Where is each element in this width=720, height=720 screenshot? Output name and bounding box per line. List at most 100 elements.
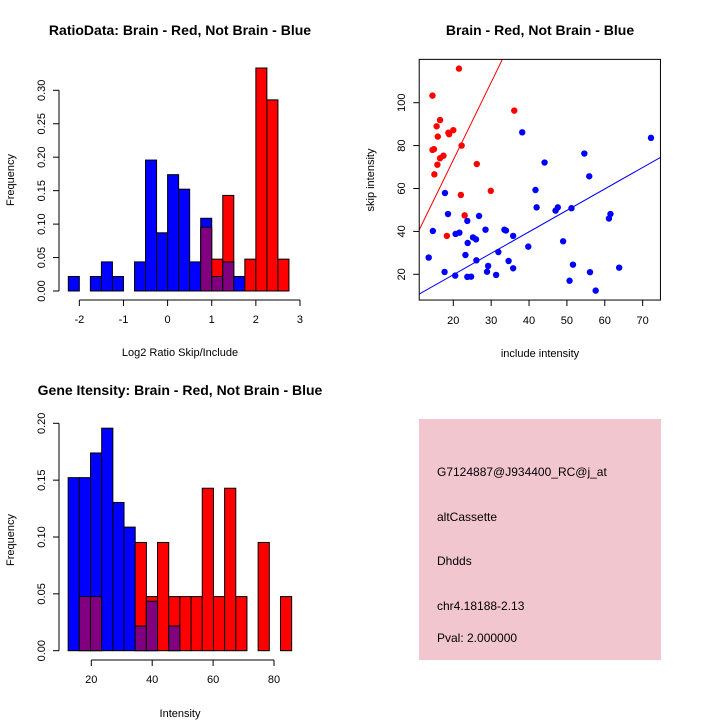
histogram-bar — [167, 174, 180, 292]
scatter-point — [552, 207, 559, 214]
scatter-point — [436, 116, 444, 124]
chart-title: Brain - Red, Not Brain - Blue — [446, 22, 634, 38]
gene-intensity-histogram: Gene Itensity: Brain - Red, Not Brain - … — [5, 382, 323, 720]
histogram-bar — [190, 596, 203, 652]
overlap-bar — [222, 261, 235, 292]
histogram-bar — [123, 526, 136, 652]
x-tick-label: 3 — [297, 314, 303, 326]
scatter-point — [492, 271, 500, 279]
scatter-point — [487, 187, 494, 195]
scatter-point — [464, 239, 471, 247]
y-tick-label: 40 — [396, 225, 408, 237]
event-type: altCassette — [437, 510, 497, 524]
histogram-bar — [145, 159, 158, 292]
histogram-bar — [255, 67, 268, 292]
scatter-point — [467, 273, 475, 280]
histogram-bar — [134, 261, 147, 292]
scatter-point — [532, 186, 539, 194]
fit-line — [419, 156, 661, 295]
y-tick-label: 60 — [396, 182, 408, 194]
histogram-bar — [100, 261, 113, 292]
y-tick-label: 0.20 — [36, 146, 48, 167]
x-tick-label: 40 — [523, 315, 535, 327]
x-axis-label: Intensity — [160, 708, 201, 720]
scatter-point — [615, 264, 623, 271]
scatter-point — [455, 65, 463, 72]
histogram-bar — [157, 541, 170, 652]
x-axis-label: include intensity — [501, 348, 580, 360]
y-tick-label: 0.25 — [36, 113, 48, 134]
x-tick-label: 50 — [561, 315, 573, 327]
histogram-bar — [266, 99, 279, 292]
scatter-point — [440, 152, 447, 159]
histogram-bar — [279, 596, 293, 652]
overlap-bar — [168, 625, 181, 652]
probe-id: G7124887@J934400_RC@j_at — [437, 465, 607, 479]
y-tick-label: 0.00 — [36, 280, 48, 301]
scatter-point — [472, 236, 480, 243]
fit-line — [419, 59, 503, 231]
scatter-point — [425, 254, 432, 261]
y-axis-label: skip intensity — [365, 148, 377, 211]
scatter-point — [592, 287, 599, 294]
scatter-point — [533, 204, 540, 211]
scatter-point — [509, 265, 517, 272]
chart-title: Gene Itensity: Brain - Red, Not Brain - … — [38, 382, 323, 398]
x-tick-label: 70 — [637, 315, 649, 327]
x-tick-label: -2 — [74, 314, 84, 326]
histogram-bar — [235, 596, 248, 652]
histogram-bar — [233, 275, 246, 292]
chart-title: RatioData: Brain - Red, Not Brain - Blue — [49, 22, 311, 38]
scatter-point — [429, 227, 437, 235]
intensity-scatter: Brain - Red, Not Brain - Blue 20 30 40 50 60 7… — [365, 22, 661, 360]
y-tick-label: 0.15 — [36, 469, 48, 490]
histogram-bar — [224, 487, 237, 652]
histogram-bar — [277, 258, 290, 292]
scatter-point — [473, 257, 480, 264]
scatter-point — [441, 268, 448, 276]
gene-name: Dhdds — [437, 554, 472, 568]
overlap-bar — [145, 600, 159, 652]
histogram-bar — [178, 188, 191, 292]
x-tick-label: 20 — [447, 315, 459, 327]
histogram-bar — [156, 232, 169, 292]
scatter-point — [511, 107, 518, 114]
scatter-point — [566, 277, 573, 284]
y-tick-label: 0.00 — [36, 640, 48, 661]
scatter-point — [457, 191, 465, 199]
pval: Pval: 2.000000 — [437, 631, 517, 645]
scatter-point — [434, 133, 441, 140]
y-axis-label: Frequency — [5, 154, 17, 206]
scatter-point — [525, 243, 532, 250]
y-tick-label: 0.05 — [36, 247, 48, 268]
scatter-point — [586, 173, 593, 180]
scatter-point — [559, 238, 567, 245]
scatter-point — [482, 226, 489, 233]
scatter-point — [445, 131, 453, 138]
scatter-point — [475, 212, 483, 220]
x-tick-label: 0 — [165, 314, 171, 326]
scatter-point — [519, 129, 526, 136]
histogram-bar — [89, 275, 102, 292]
scatter-point — [444, 210, 452, 218]
x-tick-label: 60 — [599, 315, 611, 327]
info-panel: G7124887@J934400_RC@j_at altCassette Dhd… — [419, 419, 661, 660]
histogram-bar — [179, 596, 192, 652]
x-tick-label: 80 — [268, 674, 280, 686]
overlap-bar — [134, 625, 147, 652]
scatter-point — [450, 126, 457, 134]
overlap-bar — [78, 596, 92, 652]
x-tick-label: 1 — [209, 314, 215, 326]
scatter-point — [586, 268, 594, 276]
scatter-point — [605, 215, 613, 222]
y-tick-label: 0.05 — [36, 583, 48, 604]
y-tick-label: 0.10 — [36, 526, 48, 547]
x-tick-label: 2 — [253, 314, 259, 326]
plot-box — [418, 58, 661, 301]
scatter-point — [647, 134, 655, 142]
scatter-point — [484, 262, 492, 270]
x-tick-label: 30 — [485, 315, 497, 327]
x-tick-label: -1 — [119, 314, 129, 326]
scatter-point — [462, 251, 469, 259]
